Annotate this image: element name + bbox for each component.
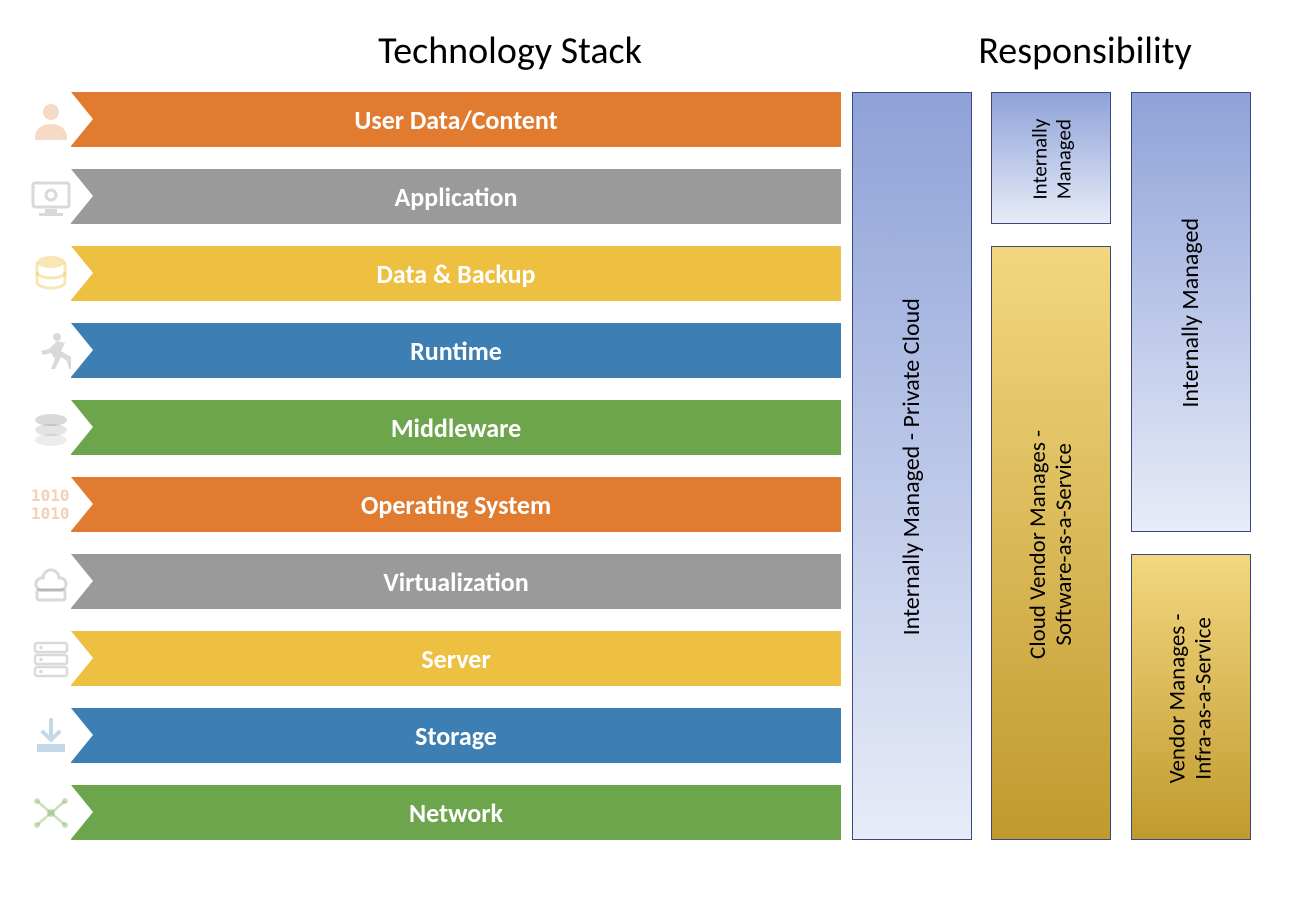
stack-bar-label: Middleware	[391, 412, 521, 444]
stack-bar: User Data/Content	[71, 92, 841, 147]
stack-bar-label: Virtualization	[383, 566, 528, 598]
responsibility-segment-iaas: Vendor Manages - Infra-as-a-Service	[1131, 554, 1251, 840]
stack-bar-label: Operating System	[361, 489, 551, 521]
stack-bar-notch	[71, 92, 93, 146]
stack-bar-notch	[71, 708, 93, 762]
stack-bar-label: Storage	[415, 720, 497, 752]
stack-bar-label: Runtime	[410, 335, 502, 367]
stack-bar-notch	[71, 246, 93, 300]
stack-bar-label: Network	[409, 797, 503, 829]
responsibility-segment-saas: Cloud Vendor Manages - Software-as-a-Ser…	[991, 246, 1111, 840]
stack-bar: Network	[71, 785, 841, 840]
stack-bar-notch	[71, 323, 93, 377]
heading-responsibility: Responsibility	[920, 28, 1250, 74]
stack-bar-notch	[71, 477, 93, 531]
responsibility-segment-label: Cloud Vendor Manages - Software-as-a-Ser…	[1025, 429, 1078, 658]
responsibility-segment-label: Internally Managed	[1027, 119, 1075, 200]
responsibility-segment-label: Internally Managed - Private Cloud	[898, 298, 926, 635]
stack-bar: Application	[71, 169, 841, 224]
stack-bar-notch	[71, 554, 93, 608]
stack-bar: Middleware	[71, 400, 841, 455]
stack-bar: Storage	[71, 708, 841, 763]
stack-bar-notch	[71, 169, 93, 223]
heading-technology-stack: Technology Stack	[300, 28, 720, 74]
responsibility-segment-saas: Internally Managed	[991, 92, 1111, 224]
stack-bar-notch	[71, 785, 93, 839]
stack-bar: Operating System	[71, 477, 841, 532]
stack-bar: Data & Backup	[71, 246, 841, 301]
responsibility-segment-private-cloud: Internally Managed - Private Cloud	[852, 92, 972, 840]
stack-bar: Server	[71, 631, 841, 686]
diagram-root: Technology Stack Responsibility User Dat…	[0, 0, 1290, 898]
stack-bar-notch	[71, 631, 93, 685]
stack-bar: Virtualization	[71, 554, 841, 609]
stack-bar-label: Data & Backup	[376, 258, 535, 290]
stack-bar-label: Application	[395, 181, 518, 213]
stack-bar-label: User Data/Content	[354, 104, 557, 136]
responsibility-segment-iaas: Internally Managed	[1131, 92, 1251, 532]
responsibility-segment-label: Internally Managed	[1177, 218, 1205, 408]
stack-bar-label: Server	[421, 643, 490, 675]
stack-bar-notch	[71, 400, 93, 454]
stack-bar: Runtime	[71, 323, 841, 378]
responsibility-segment-label: Vendor Manages - Infra-as-a-Service	[1165, 613, 1218, 783]
